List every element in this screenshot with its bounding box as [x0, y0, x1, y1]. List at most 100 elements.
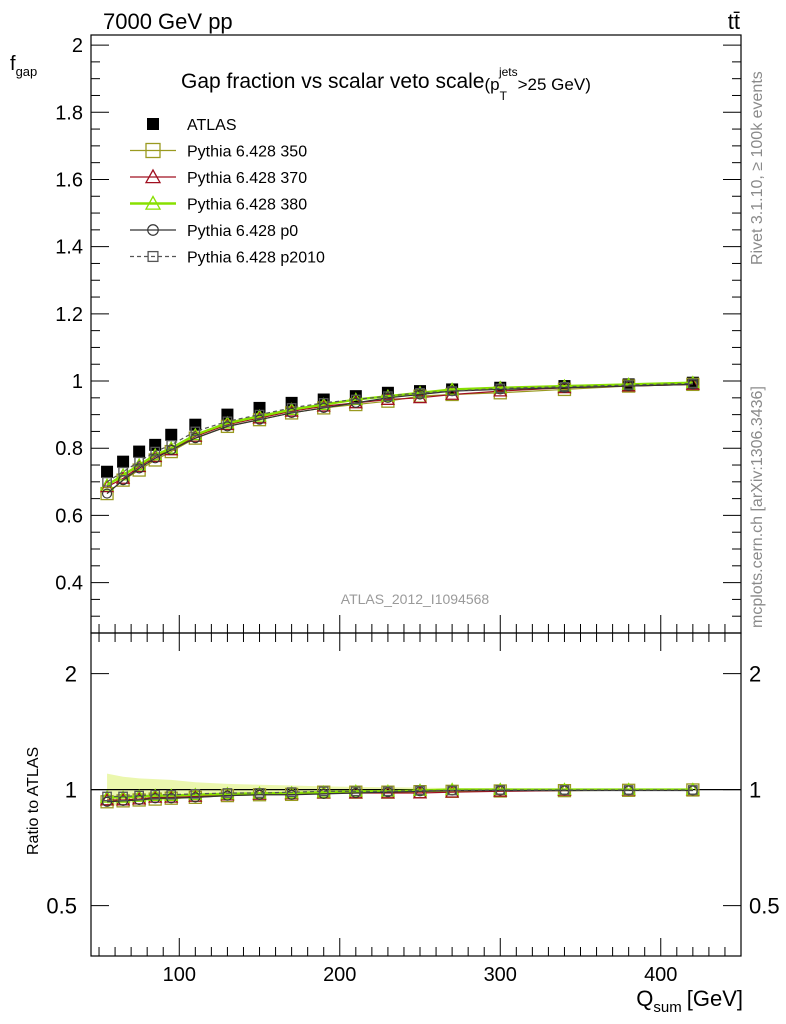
legend-marker-pythia-6-428-370 — [144, 168, 162, 184]
legend-label-pythia-6-428-370: Pythia 6.428 370 — [187, 170, 307, 187]
ratio-point-pythia-6-428-p2010 — [350, 786, 361, 797]
y-axis-label-main: fgap — [10, 53, 37, 79]
cut-sup: jets — [498, 65, 518, 79]
main-point-pythia-6-428-p2010 — [415, 387, 425, 398]
ratio-point-pythia-6-428-380 — [284, 785, 299, 799]
ratio-point-pythia-6-428-p2010 — [150, 789, 161, 800]
main-point-pythia-6-428-380 — [164, 440, 179, 454]
ratio-point-pythia-6-428-p2010 — [688, 785, 698, 795]
y-tick-label-main: 1 — [72, 371, 83, 393]
main-line-pythia-6-428-p0 — [106, 383, 693, 495]
cut-open: (p — [484, 75, 499, 94]
y-tick-label-main: 1.6 — [55, 169, 83, 191]
ratio-point-pythia-6-428-380 — [115, 790, 131, 803]
legend-marker-pythia-6-428-350 — [145, 142, 161, 159]
ratio-line-pythia-6-428-p2010 — [107, 789, 693, 798]
main-point-pythia-6-428-p2010 — [318, 398, 329, 408]
x-tick-label: 100 — [163, 964, 196, 986]
legend-label-pythia-6-428-p2010: Pythia 6.428 p2010 — [187, 250, 325, 267]
side-label-bottom: mcplots.cern.ch [arXiv:1306.3436] — [749, 386, 766, 628]
y-tick-label-main: 0.8 — [55, 438, 83, 460]
side-label-top: Rivet 3.1.10, ≥ 100k events — [749, 71, 766, 265]
legend-label-pythia-6-428-350: Pythia 6.428 350 — [187, 144, 307, 161]
ratio-point-pythia-6-428-p2010 — [254, 788, 265, 798]
cut-close: >25 GeV) — [518, 75, 591, 94]
x-axis-label-sub: sum — [653, 999, 681, 1016]
y-tick-label-ratio: 1 — [65, 778, 77, 803]
main-point-pythia-6-428-350 — [100, 486, 114, 501]
main-point-pythia-6-428-p2010 — [383, 391, 393, 402]
y-tick-label-main: 1.8 — [55, 102, 83, 124]
main-point-pythia-6-428-p0 — [166, 444, 177, 456]
main-point-atlas — [101, 465, 114, 478]
ratio-point-pythia-6-428-p2010 — [190, 789, 201, 799]
main-series-layer — [99, 375, 700, 501]
main-point-pythia-6-428-p2010 — [495, 383, 506, 394]
ratio-point-pythia-6-428-p2010 — [383, 786, 393, 797]
legend-marker-atlas — [147, 118, 159, 130]
ratio-point-pythia-6-428-p2010 — [559, 785, 570, 795]
y-tick-label-ratio: 0.5 — [46, 894, 77, 919]
legend-marker-pythia-6-428-p0 — [147, 224, 159, 236]
main-point-pythia-6-428-p0 — [134, 463, 145, 474]
legend-marker-pythia-6-428-p2010 — [147, 250, 159, 263]
ratio-point-pythia-6-428-p2010 — [286, 787, 297, 798]
main-line-pythia-6-428-380 — [106, 381, 693, 487]
main-point-pythia-6-428-p2010 — [134, 456, 144, 467]
main-point-pythia-6-428-p2010 — [350, 394, 361, 405]
legend-label-pythia-6-428-p0: Pythia 6.428 p0 — [187, 223, 298, 240]
main-point-pythia-6-428-p2010 — [286, 403, 297, 413]
y-tick-label-main: 0.6 — [55, 505, 83, 527]
ratio-point-pythia-6-428-p2010 — [415, 785, 425, 796]
main-point-pythia-6-428-370 — [493, 383, 508, 397]
ratio-point-pythia-6-428-p2010 — [623, 785, 634, 795]
main-point-pythia-6-428-p0 — [150, 453, 161, 464]
main-point-pythia-6-428-p2010 — [688, 378, 698, 389]
ratio-point-pythia-6-428-p2010 — [134, 790, 144, 801]
process-label: tt̄ — [728, 9, 740, 34]
main-point-pythia-6-428-350 — [317, 401, 331, 415]
y-tick-label-main: 0.4 — [55, 573, 83, 595]
ratio-point-pythia-6-428-p2010 — [447, 785, 457, 796]
main-point-atlas — [117, 455, 130, 468]
main-point-pythia-6-428-p2010 — [447, 386, 457, 396]
main-point-pythia-6-428-380 — [99, 477, 115, 491]
main-point-pythia-6-428-p0 — [286, 407, 297, 419]
y-tick-label-main: 2 — [72, 35, 83, 57]
x-tick-label: 300 — [484, 964, 517, 986]
y-tick-label-ratio-right: 1 — [749, 778, 761, 803]
cut-sub: T — [500, 89, 508, 103]
main-point-pythia-6-428-p2010 — [150, 446, 161, 457]
main-line-pythia-6-428-370 — [106, 383, 693, 488]
main-point-pythia-6-428-380 — [445, 382, 460, 395]
main-point-atlas — [165, 428, 178, 441]
plot-title: Gap fraction vs scalar veto scale(pTjets… — [181, 65, 591, 103]
main-point-pythia-6-428-p2010 — [190, 426, 201, 437]
ratio-point-pythia-6-428-370 — [412, 785, 428, 799]
x-tick-label: 400 — [644, 964, 677, 986]
energy-label: 7000 GeV pp — [103, 9, 233, 34]
x-axis-label-unit: [GeV] — [687, 986, 743, 1011]
ratio-point-pythia-6-428-370 — [445, 784, 460, 798]
ratio-series-layer — [99, 782, 700, 809]
ratio-point-pythia-6-428-p0 — [101, 796, 113, 807]
ratio-point-pythia-6-428-370 — [99, 792, 115, 806]
y-tick-label-ratio-right: 0.5 — [749, 894, 780, 919]
ratio-point-pythia-6-428-p2010 — [118, 791, 128, 802]
legend-label-pythia-6-428-380: Pythia 6.428 380 — [187, 197, 307, 214]
analysis-id: ATLAS_2012_I1094568 — [341, 591, 490, 607]
x-tick-label: 200 — [323, 964, 356, 986]
main-point-pythia-6-428-p2010 — [118, 466, 128, 477]
main-point-pythia-6-428-p0 — [101, 488, 113, 499]
y-tick-label-ratio: 2 — [65, 662, 77, 687]
main-point-pythia-6-428-p2010 — [559, 381, 570, 392]
y-axis-label-main-sub: gap — [16, 64, 38, 79]
x-axis-label: Qsum [GeV] — [636, 986, 743, 1016]
ratio-point-pythia-6-428-p2010 — [166, 789, 177, 800]
main-point-atlas — [133, 445, 146, 458]
legend-marker-pythia-6-428-380 — [144, 195, 162, 210]
main-point-pythia-6-428-p2010 — [222, 416, 233, 427]
ratio-panel-frame — [90, 632, 742, 957]
axis-ticks-layer: 0.4 0.6 0.8 1 1.2 1.4 1.6 1.8 2 0.5 0.5 1 1 2 2 100 200 3… — [46, 35, 779, 986]
